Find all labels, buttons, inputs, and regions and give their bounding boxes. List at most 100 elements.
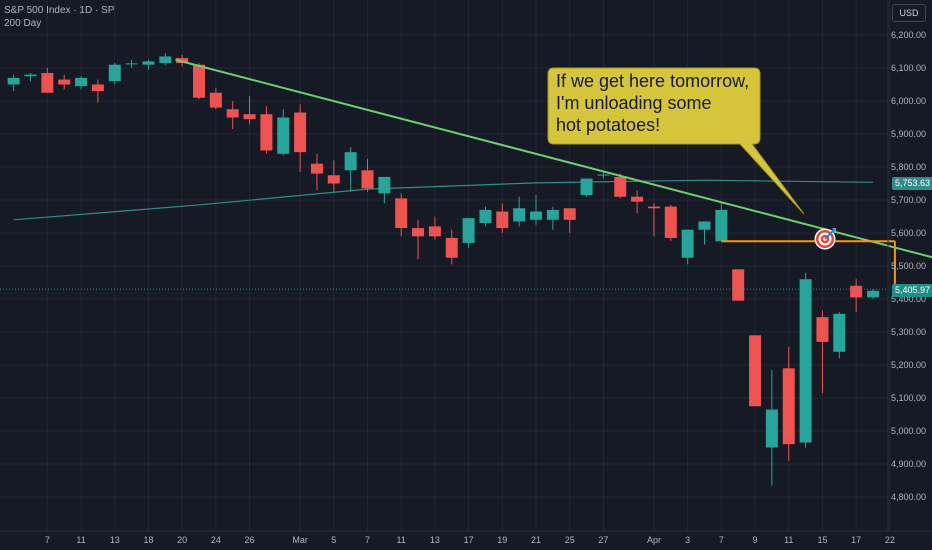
candle <box>867 289 879 299</box>
candle <box>833 312 846 359</box>
x-tick-label: 7 <box>45 535 50 545</box>
candle-body <box>597 174 610 176</box>
x-tick-label: 17 <box>464 535 474 545</box>
x-tick-label: 9 <box>753 535 758 545</box>
candle-body <box>664 206 677 238</box>
candle <box>782 346 795 461</box>
candle <box>395 193 408 237</box>
candle <box>664 204 677 242</box>
x-tick-label: 3 <box>685 535 690 545</box>
target-icon <box>814 228 836 250</box>
candle-body <box>159 56 172 64</box>
candle <box>260 105 273 154</box>
x-tick-label: 21 <box>531 535 541 545</box>
callout-bubble[interactable] <box>547 67 805 215</box>
candle-body <box>327 175 340 184</box>
candle <box>462 218 475 248</box>
candle <box>732 269 745 301</box>
candle-body <box>209 92 222 108</box>
y-tick-label: 4,900.00 <box>891 459 926 469</box>
moving-average-line <box>13 179 874 221</box>
candle-body <box>193 64 205 98</box>
candle-body <box>108 64 121 82</box>
x-tick-label: 27 <box>598 535 608 545</box>
trendline <box>175 58 932 259</box>
candle <box>816 310 829 394</box>
candle-body <box>765 409 778 448</box>
candle <box>765 369 778 486</box>
candle-body <box>799 279 812 443</box>
x-tick-label: 26 <box>245 535 255 545</box>
candle <box>327 160 340 192</box>
y-tick-label: 6,000.00 <box>891 96 926 106</box>
candle-body <box>344 152 357 171</box>
candle <box>614 173 627 199</box>
candle-body <box>75 77 88 87</box>
candle-body <box>698 221 711 230</box>
last-price-badge: 5,405.97 <box>892 284 932 297</box>
candle-body <box>614 176 627 197</box>
moving-average-layer <box>13 179 874 221</box>
candle-body <box>395 198 408 229</box>
y-tick-label: 5,900.00 <box>891 129 926 139</box>
candle-body <box>310 163 323 174</box>
candle <box>108 63 121 85</box>
grid-layer <box>0 0 891 531</box>
candle-body <box>715 209 728 242</box>
candle <box>749 335 762 407</box>
callout-line: I'm unloading some <box>556 93 712 113</box>
candle-body <box>496 211 509 229</box>
candle-body <box>749 335 762 407</box>
candle-body <box>816 317 829 342</box>
y-tick-label: 5,400.00 <box>891 294 926 304</box>
candle <box>799 272 812 448</box>
y-tick-label: 5,300.00 <box>891 327 926 337</box>
candle-body <box>91 84 104 92</box>
x-tick-label: 13 <box>110 535 120 545</box>
candle <box>310 153 323 191</box>
candle-body <box>24 74 37 77</box>
callout-line: hot potatoes! <box>556 115 661 135</box>
candle <box>681 229 694 265</box>
candle <box>294 104 307 172</box>
candle <box>344 147 357 192</box>
candle-body <box>260 114 273 151</box>
currency-button[interactable]: USD <box>892 4 926 22</box>
candle <box>193 63 205 100</box>
candle <box>243 96 256 125</box>
x-tick-label: 17 <box>851 535 861 545</box>
candle-body <box>782 368 795 445</box>
candle <box>580 178 593 197</box>
x-tick-label: Mar <box>292 535 308 545</box>
chart-legend[interactable]: S&P 500 Index · 1D · SP 200 Day <box>4 4 114 30</box>
candle-body <box>833 313 846 352</box>
candle-body <box>378 176 391 194</box>
candle-body <box>7 77 20 85</box>
candle <box>496 203 509 233</box>
x-tick-label: 22 <box>885 535 895 545</box>
y-tick-label: 5,500.00 <box>891 261 926 271</box>
y-tick-label: 5,200.00 <box>891 360 926 370</box>
candle <box>715 201 728 242</box>
x-tick-label: 5 <box>331 535 336 545</box>
x-tick-label: 7 <box>365 535 370 545</box>
candle <box>41 68 54 93</box>
candle-body <box>647 206 660 209</box>
candle <box>479 206 492 227</box>
candle-body <box>125 63 138 65</box>
ma-price-badge: 5,753.63 <box>892 177 932 190</box>
symbol-label[interactable]: S&P 500 Index · 1D · SP <box>4 5 115 16</box>
x-tick-label: 11 <box>784 535 793 545</box>
indicator-label[interactable]: 200 Day <box>4 18 42 29</box>
candle <box>75 76 88 90</box>
x-tick-label: Apr <box>647 535 661 545</box>
candle-body <box>41 72 54 93</box>
candle-body <box>546 209 559 220</box>
candle-body <box>732 269 745 301</box>
candle <box>361 158 374 192</box>
candle <box>412 219 425 260</box>
candle-body <box>479 209 492 224</box>
y-tick-label: 5,700.00 <box>891 195 926 205</box>
candle-body <box>850 285 863 298</box>
